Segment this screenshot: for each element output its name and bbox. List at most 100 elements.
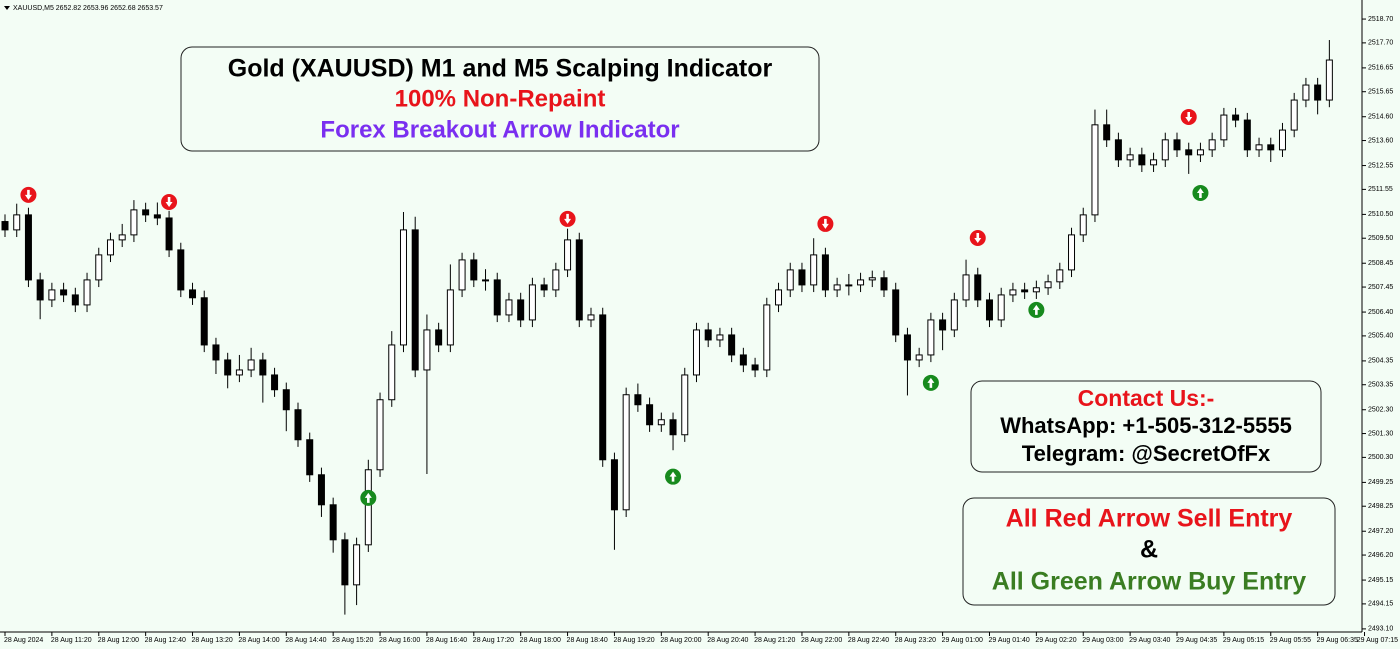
x-tick-label: 28 Aug 11:20 — [51, 637, 92, 644]
candle-body — [1079, 214, 1087, 236]
candle-body — [60, 289, 68, 296]
arrow-glyph — [1032, 304, 1040, 315]
arrow-glyph — [974, 232, 982, 243]
candle-body — [798, 269, 806, 286]
candle-body — [1032, 287, 1040, 293]
x-tick-label: 28 Aug 14:00 — [238, 637, 279, 644]
arrow-glyph — [24, 189, 32, 200]
candle-body — [1267, 144, 1275, 151]
candle-body — [493, 279, 501, 316]
candle-body — [1290, 99, 1298, 131]
candle-body — [540, 284, 548, 291]
y-tick-label: 2503.35 — [1368, 382, 1393, 389]
candle-body — [1068, 234, 1076, 271]
candle-body — [411, 229, 419, 371]
candle-body — [810, 254, 818, 286]
candle-body — [376, 399, 384, 471]
sell-arrow — [1180, 108, 1197, 125]
candle-body — [1056, 269, 1064, 283]
candle-body — [1196, 149, 1204, 156]
candle-body — [106, 239, 114, 256]
x-tick-label: 28 Aug 18:40 — [567, 637, 608, 644]
candle-body — [83, 279, 91, 306]
entry-box — [962, 497, 1336, 606]
x-tick-label: 28 Aug 12:40 — [145, 637, 186, 644]
candle-body — [950, 299, 958, 331]
y-tick-label: 2505.40 — [1368, 333, 1393, 340]
candle-body — [1103, 124, 1111, 141]
candle-body — [716, 334, 724, 341]
candle-body — [1314, 84, 1322, 101]
candle-body — [353, 544, 361, 586]
sell-note: All Red Arrow Sell Entry — [1006, 505, 1293, 533]
y-tick-label: 2506.40 — [1368, 309, 1393, 316]
candle-body — [306, 439, 314, 476]
candle-body — [622, 394, 630, 511]
candle-body — [423, 329, 431, 371]
x-tick-label: 29 Aug 03:00 — [1082, 637, 1123, 644]
candle-body — [259, 359, 267, 376]
candle-body — [282, 389, 290, 411]
arrow-glyph — [927, 377, 935, 388]
contact-line: Telegram: @SecretOfFx — [1022, 441, 1271, 466]
title-box — [180, 46, 820, 152]
x-tick-label: 28 Aug 2024 — [4, 637, 43, 644]
candle-body — [118, 234, 126, 241]
y-tick-label: 2494.15 — [1368, 601, 1393, 608]
candle-body — [271, 374, 279, 391]
y-tick-label: 2513.60 — [1368, 137, 1393, 144]
candle-body — [704, 329, 712, 341]
candle-body — [599, 314, 607, 461]
candle-body — [1208, 139, 1216, 151]
x-tick-label: 28 Aug 21:20 — [754, 637, 795, 644]
candle-body — [458, 259, 466, 291]
sell-arrow — [161, 194, 178, 211]
candle-body — [24, 214, 32, 281]
buy-arrow — [922, 374, 939, 391]
candle-body — [1114, 139, 1122, 161]
arrow-glyph — [364, 492, 372, 503]
candle-body — [446, 289, 454, 346]
candle-body — [95, 254, 103, 281]
candle-body — [142, 209, 150, 216]
y-tick-label: 2512.55 — [1368, 162, 1393, 169]
candle-body — [1325, 59, 1333, 101]
x-tick-label: 28 Aug 23:20 — [895, 637, 936, 644]
y-tick-label: 2516.65 — [1368, 65, 1393, 72]
candle-body — [1278, 129, 1286, 151]
candle-body — [165, 217, 173, 251]
y-tick-label: 2511.55 — [1368, 186, 1393, 193]
candle-body — [728, 334, 736, 356]
candle-body — [48, 289, 56, 301]
y-tick-label: 2510.50 — [1368, 211, 1393, 218]
y-tick-label: 2515.65 — [1368, 89, 1393, 96]
candle-body — [364, 469, 372, 546]
x-tick-label: 28 Aug 13:20 — [192, 637, 233, 644]
candle-body — [786, 269, 794, 291]
candle-body — [880, 277, 888, 291]
x-tick-label: 29 Aug 05:55 — [1270, 637, 1311, 644]
candle-body — [294, 409, 302, 441]
x-tick-label: 29 Aug 01:00 — [942, 637, 983, 644]
candle-body — [634, 394, 642, 406]
candle-body — [974, 274, 982, 301]
candle-body — [868, 277, 876, 281]
arrow-glyph — [165, 197, 173, 208]
title: Gold (XAUUSD) M1 and M5 Scalping Indicat… — [228, 55, 773, 83]
candle-body — [235, 369, 243, 376]
candle-body — [552, 269, 560, 291]
header-icon — [4, 6, 10, 10]
candle-body — [1173, 139, 1181, 151]
candle-body — [329, 504, 337, 541]
buy-arrow — [360, 489, 377, 506]
candle-body — [1220, 114, 1228, 141]
arrow-glyph — [669, 471, 677, 482]
contact-box — [970, 380, 1322, 473]
y-tick-label: 2498.25 — [1368, 503, 1393, 510]
candle-body — [247, 359, 255, 371]
candle-body — [985, 299, 993, 321]
buy-arrow — [1192, 184, 1209, 201]
sell-arrow — [559, 210, 576, 227]
candle-body — [1150, 159, 1158, 166]
candle-body — [1126, 154, 1134, 161]
